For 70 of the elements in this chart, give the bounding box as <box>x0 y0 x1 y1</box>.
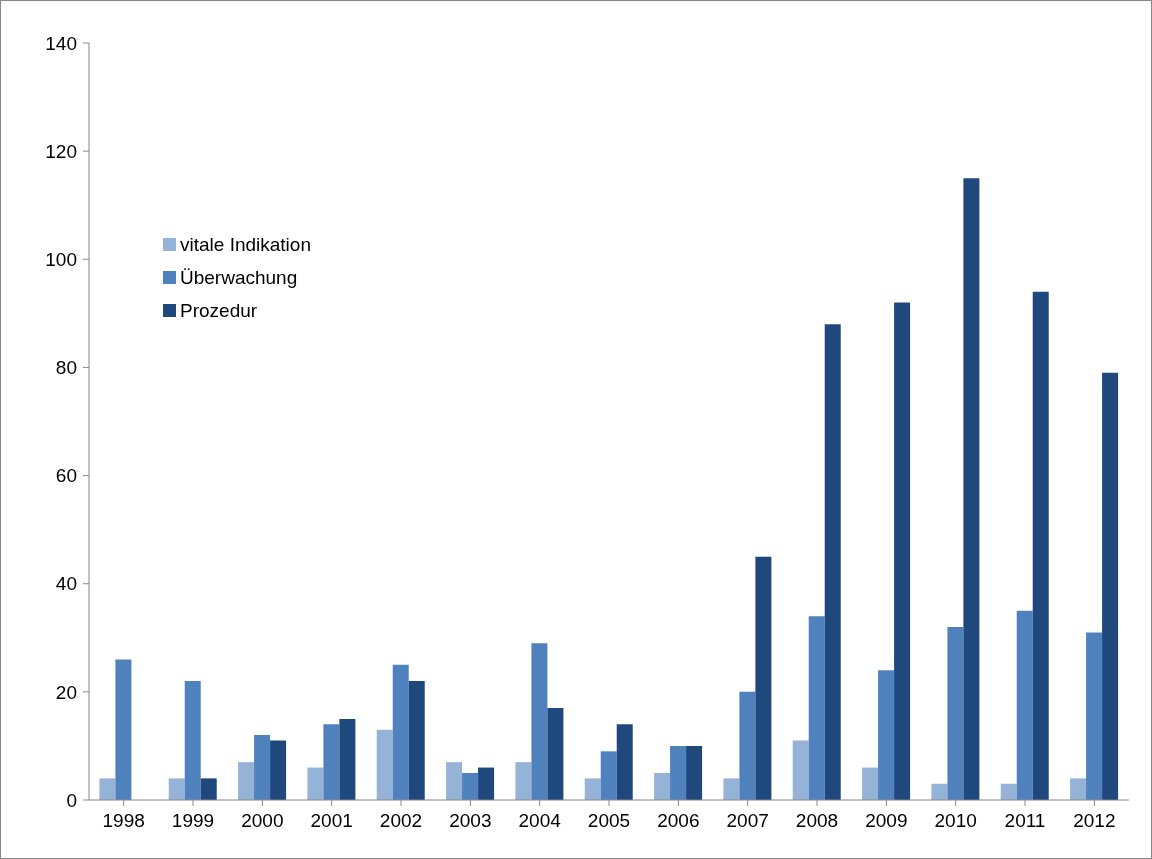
bar <box>894 302 911 800</box>
bar <box>238 762 255 800</box>
x-tick-label: 2003 <box>449 810 492 832</box>
x-tick-label: 1998 <box>102 810 145 832</box>
bar <box>168 778 185 800</box>
x-tick-label: 2004 <box>518 810 562 832</box>
x-tick-label: 2011 <box>1004 810 1046 832</box>
bar <box>1070 778 1087 800</box>
bar <box>862 767 879 800</box>
x-tick-label: 2001 <box>310 810 353 832</box>
bar <box>392 664 409 800</box>
bar <box>723 778 740 800</box>
bar <box>376 729 393 800</box>
x-tick-label: 2009 <box>865 810 908 832</box>
x-tick-label: 2008 <box>795 810 839 832</box>
bar <box>323 724 340 800</box>
legend-label: Prozedur <box>180 299 258 322</box>
x-tick-label: 2000 <box>241 810 284 832</box>
x-tick-label: 2012 <box>1073 810 1116 832</box>
bar <box>254 735 271 800</box>
bar <box>670 745 687 800</box>
y-tick-label: 40 <box>55 573 77 595</box>
bar <box>184 681 201 800</box>
x-tick-label: 2010 <box>934 810 977 832</box>
y-tick-label: 0 <box>66 789 77 811</box>
y-tick-label: 120 <box>45 140 77 162</box>
bar <box>739 691 756 800</box>
bar <box>755 556 772 800</box>
bar <box>792 740 809 800</box>
x-tick-label: 2005 <box>587 810 631 832</box>
bar <box>878 670 895 800</box>
bar <box>947 626 964 800</box>
x-tick-label: 2006 <box>657 810 700 832</box>
bar <box>515 762 532 800</box>
bar <box>547 708 564 800</box>
bar <box>270 740 287 800</box>
legend-label: Überwachung <box>180 266 298 289</box>
bar <box>1000 783 1017 800</box>
bar <box>200 778 217 800</box>
y-tick-label: 100 <box>45 249 77 271</box>
x-tick-label: 2002 <box>379 810 423 832</box>
bar <box>115 659 132 800</box>
bar <box>339 718 356 800</box>
y-tick-label: 140 <box>45 32 77 54</box>
bar <box>584 778 601 800</box>
bar <box>963 178 980 800</box>
bar <box>99 778 116 800</box>
bar <box>1032 291 1049 800</box>
x-tick-label: 1999 <box>171 810 215 832</box>
bar <box>446 762 463 800</box>
bar <box>531 643 548 800</box>
bar <box>1086 632 1103 800</box>
y-tick-label: 80 <box>55 357 77 379</box>
bar <box>824 324 841 800</box>
legend-label: vitale Indikation <box>180 233 311 256</box>
bar <box>462 772 479 800</box>
bar <box>808 616 825 800</box>
bar <box>686 745 703 800</box>
bar <box>600 751 617 800</box>
bar <box>616 724 633 800</box>
x-tick-label: 2007 <box>726 810 769 832</box>
bar <box>1102 372 1119 800</box>
bar <box>408 681 425 800</box>
bar <box>478 767 495 800</box>
bar <box>307 767 324 800</box>
bar <box>1016 610 1033 800</box>
bar <box>931 783 948 800</box>
y-tick-label: 20 <box>55 681 77 703</box>
y-tick-label: 60 <box>55 465 77 487</box>
bar <box>654 772 671 800</box>
